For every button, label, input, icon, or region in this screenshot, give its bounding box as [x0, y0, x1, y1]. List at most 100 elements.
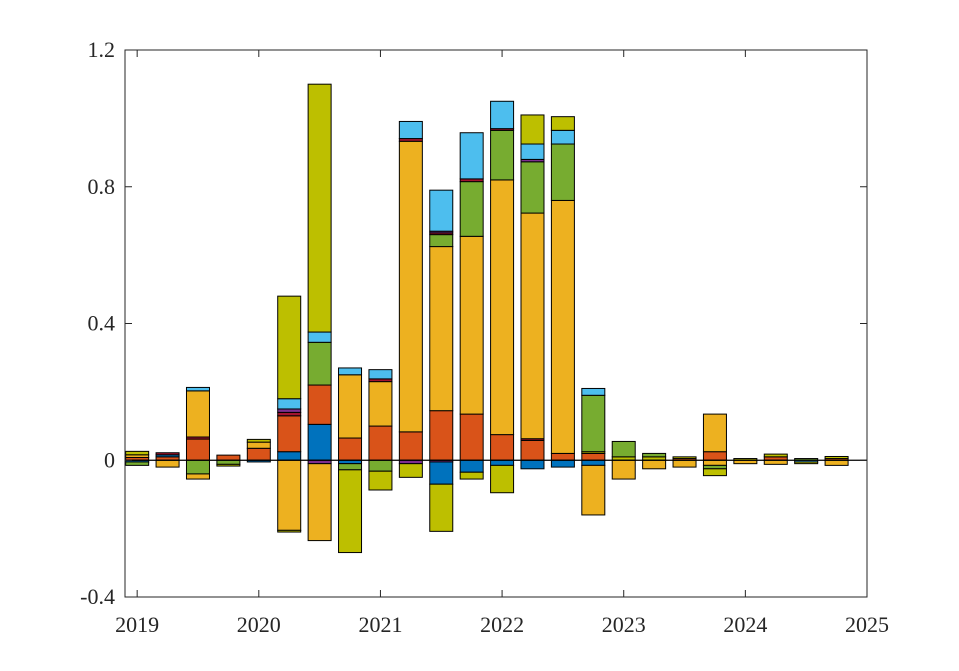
bar-segment-5-7: [277, 529, 302, 533]
bar-segment-7-5: [338, 469, 363, 554]
bar-segment-21-1: [763, 453, 788, 458]
bar-segment-7-1: [338, 374, 363, 439]
bar-segment-2-2: [185, 390, 210, 438]
x-tick-label-4: 2023: [602, 612, 646, 637]
bar-stack-10: [429, 189, 454, 532]
x-tick-label-2: 2021: [358, 612, 402, 637]
bar-segment-4-1: [246, 441, 271, 449]
bar-segment-14-3: [550, 129, 575, 145]
x-tick-label-1: 2020: [237, 612, 281, 637]
bar-segment-3-1: [216, 459, 241, 465]
bar-segment-11-4: [459, 132, 484, 180]
bar-stack-0: [125, 450, 150, 466]
bar-segment-13-3: [520, 161, 545, 214]
bar-segment-17-1: [642, 452, 667, 458]
bar-segment-9-3: [398, 120, 423, 140]
bar-stack-17: [642, 452, 667, 470]
bar-segment-18-1: [672, 456, 697, 460]
bar-segment-8-0: [368, 425, 393, 461]
bar-segment-8-3: [368, 369, 393, 380]
bar-segment-15-0: [581, 452, 606, 461]
bar-segment-6-0: [307, 423, 332, 461]
bar-segment-13-0: [520, 439, 545, 461]
bar-segment-14-2: [550, 143, 575, 201]
bar-segment-6-6: [307, 463, 332, 542]
bar-segment-10-7: [429, 461, 454, 485]
bar-stack-2: [185, 386, 210, 480]
x-axis: 2019 2020 2021 2022 2023 2024 2025: [115, 50, 889, 637]
bars-layer: [125, 83, 849, 554]
bar-segment-13-2: [520, 212, 545, 440]
bar-segment-11-6: [459, 471, 484, 480]
bar-segment-11-1: [459, 235, 484, 415]
bar-segment-19-4: [702, 468, 727, 477]
y-tick-label-3: 0.8: [88, 174, 116, 199]
bar-segment-5-1: [277, 415, 302, 453]
bar-stack-9: [398, 120, 423, 478]
bar-segment-7-2: [338, 367, 363, 376]
bar-segment-3-0: [216, 454, 241, 461]
bar-segment-5-4: [277, 398, 302, 410]
bar-segment-5-2: [277, 411, 302, 417]
bar-segment-15-4: [581, 459, 606, 466]
bar-stack-11: [459, 132, 484, 480]
bar-segment-18-2: [672, 459, 697, 468]
bar-segment-8-1: [368, 381, 393, 427]
bar-segment-4-2: [246, 438, 271, 443]
bar-segment-9-5: [398, 463, 423, 478]
bar-segment-10-5: [429, 189, 454, 232]
bar-segment-0-4: [125, 461, 150, 466]
bar-segment-23-2: [824, 459, 849, 466]
bar-segment-8-5: [368, 470, 393, 491]
bar-segment-4-0: [246, 447, 271, 461]
bar-stack-14: [550, 116, 575, 468]
bar-segment-14-5: [550, 459, 575, 468]
bar-segment-11-0: [459, 413, 484, 461]
bar-stack-6: [307, 83, 332, 542]
bar-segment-7-4: [338, 463, 363, 471]
bar-segment-11-5: [459, 459, 484, 473]
bar-segment-10-1: [429, 246, 454, 412]
bar-segment-5-6: [277, 459, 302, 531]
bar-segment-2-5: [185, 473, 210, 480]
bar-stack-15: [581, 387, 606, 516]
x-tick-label-3: 2022: [480, 612, 524, 637]
bar-stack-8: [368, 369, 393, 491]
bar-segment-1-2: [155, 452, 180, 456]
bar-segment-19-3: [702, 464, 727, 470]
bar-segment-10-8: [429, 483, 454, 532]
bar-stack-13: [520, 114, 545, 470]
bar-stack-4: [246, 438, 271, 463]
bar-segment-16-1: [611, 440, 636, 458]
bar-segment-19-1: [702, 413, 727, 453]
bar-segment-14-0: [550, 452, 575, 461]
bar-segment-14-1: [550, 199, 575, 454]
bar-segment-5-0: [277, 451, 302, 461]
bar-segment-9-0: [398, 431, 423, 461]
y-tick-label-0: -0.4: [80, 584, 115, 609]
bar-segment-9-1: [398, 140, 423, 433]
bar-segment-15-2: [581, 394, 606, 453]
bar-segment-19-2: [702, 459, 727, 466]
bar-stack-18: [672, 456, 697, 468]
y-tick-label-1: 0: [104, 447, 115, 472]
y-axis: -0.4 0 0.4 0.8 1.2: [80, 37, 867, 609]
bar-segment-17-2: [642, 459, 667, 470]
bar-segment-6-1: [307, 384, 332, 425]
bar-segment-12-0: [490, 434, 515, 461]
bar-stack-7: [338, 367, 363, 554]
bar-stack-23: [824, 455, 849, 466]
bar-segment-13-5: [520, 143, 545, 160]
bar-segment-7-0: [338, 437, 363, 461]
bar-segment-14-4: [550, 116, 575, 131]
bar-segment-22-2: [794, 461, 819, 465]
bar-stack-22: [794, 458, 819, 465]
x-tick-label-0: 2019: [115, 612, 159, 637]
bar-stack-5: [277, 295, 302, 533]
bar-segment-6-4: [307, 83, 332, 333]
bar-stack-1: [155, 452, 180, 468]
bar-segment-12-2: [490, 129, 515, 181]
bar-segment-8-4: [368, 459, 393, 472]
bar-stack-21: [763, 453, 788, 465]
